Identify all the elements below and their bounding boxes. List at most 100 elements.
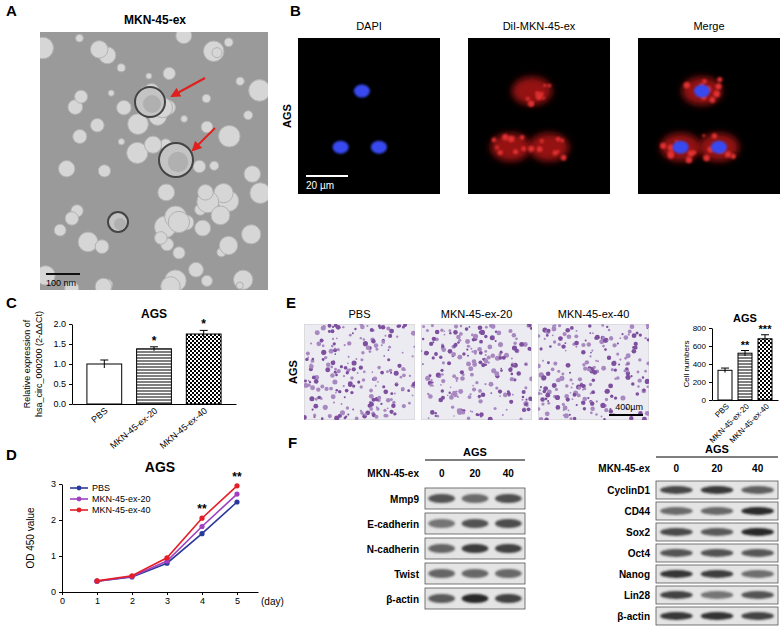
cell xyxy=(645,411,649,416)
axis-title: (day) xyxy=(261,596,284,607)
dil-signal xyxy=(661,133,701,161)
cell xyxy=(364,413,367,416)
dose-label: 40 xyxy=(503,468,515,479)
cell xyxy=(380,403,382,405)
cell xyxy=(547,402,550,405)
cell xyxy=(401,367,405,371)
cell xyxy=(439,375,441,377)
cell xyxy=(440,384,442,386)
cell xyxy=(502,356,506,360)
cell xyxy=(309,396,314,401)
cell xyxy=(337,369,341,373)
cell xyxy=(389,410,393,414)
cell xyxy=(603,418,606,420)
tick: 2.0 xyxy=(53,319,72,329)
cell xyxy=(642,376,644,378)
cell xyxy=(380,371,384,375)
cell xyxy=(323,405,328,410)
cell xyxy=(341,403,343,405)
cell xyxy=(307,383,310,386)
cell xyxy=(603,339,607,343)
cell xyxy=(363,338,366,341)
western-blot: AGSMKN-45-ex02040Mmp9E-cadherinN-cadheri… xyxy=(367,446,525,609)
cell xyxy=(602,345,605,348)
blot-band xyxy=(660,549,693,557)
cell xyxy=(447,395,449,397)
point xyxy=(129,573,134,578)
cell xyxy=(587,342,591,346)
cell xyxy=(375,385,377,387)
cell xyxy=(646,362,649,366)
protein-label: Lin28 xyxy=(624,590,651,601)
cell xyxy=(470,348,472,350)
cell xyxy=(391,403,395,407)
cell xyxy=(480,330,485,335)
cell xyxy=(543,386,548,391)
cell xyxy=(402,326,405,329)
cell xyxy=(538,407,540,411)
dil-spot xyxy=(702,134,705,137)
protein-label: CD44 xyxy=(624,506,650,517)
cell xyxy=(509,400,513,404)
cell xyxy=(346,371,349,374)
point xyxy=(94,579,99,584)
cell xyxy=(462,411,465,414)
cell xyxy=(389,329,394,334)
cell xyxy=(553,340,556,343)
tick-label: 800 xyxy=(693,324,707,333)
error-bar xyxy=(200,330,208,337)
cell xyxy=(431,324,434,327)
cell xyxy=(383,390,388,395)
dil-spot xyxy=(731,154,736,159)
nucleus xyxy=(711,141,727,154)
cell xyxy=(336,337,338,339)
dil-spot xyxy=(528,146,534,152)
cell xyxy=(646,386,649,389)
cell xyxy=(387,407,389,409)
cell xyxy=(569,372,571,374)
cell xyxy=(441,345,444,348)
cell xyxy=(627,370,630,373)
cell xyxy=(593,366,596,369)
cell xyxy=(430,379,432,381)
blot-band xyxy=(428,569,455,578)
cell xyxy=(368,404,372,408)
cell xyxy=(451,352,456,357)
cell xyxy=(407,389,410,392)
blot-band xyxy=(701,612,734,620)
row-label: AGS xyxy=(287,360,299,384)
cell xyxy=(562,403,565,406)
cell xyxy=(383,355,385,357)
cell xyxy=(566,397,570,401)
cell xyxy=(628,329,632,333)
protein-label: CyclinD1 xyxy=(607,485,650,496)
cell xyxy=(313,404,318,409)
column-title: MKN-45-ex-40 xyxy=(558,308,630,320)
cell xyxy=(498,342,503,347)
cell xyxy=(448,329,451,332)
protein-label: Oct4 xyxy=(628,548,651,559)
tick-mark xyxy=(69,324,72,325)
dil-spot xyxy=(712,133,718,139)
cell xyxy=(343,385,345,387)
cell xyxy=(636,392,640,396)
tick-label: 2 xyxy=(130,596,135,606)
cell xyxy=(468,326,470,328)
cell xyxy=(304,379,307,382)
tick: 600 xyxy=(693,342,712,351)
cell xyxy=(583,407,586,410)
tick: PBS xyxy=(89,404,109,425)
blot-strip xyxy=(656,502,778,520)
cell xyxy=(347,414,349,416)
cell xyxy=(626,353,631,358)
point xyxy=(199,531,204,536)
cell xyxy=(427,393,429,395)
cell xyxy=(466,348,468,350)
vesicle xyxy=(198,185,214,201)
cell xyxy=(515,349,520,354)
blot-title: AGS xyxy=(705,443,729,455)
cell xyxy=(491,354,496,359)
vesicle xyxy=(249,80,268,102)
panel-label: C xyxy=(6,294,17,311)
cell xyxy=(458,339,461,342)
